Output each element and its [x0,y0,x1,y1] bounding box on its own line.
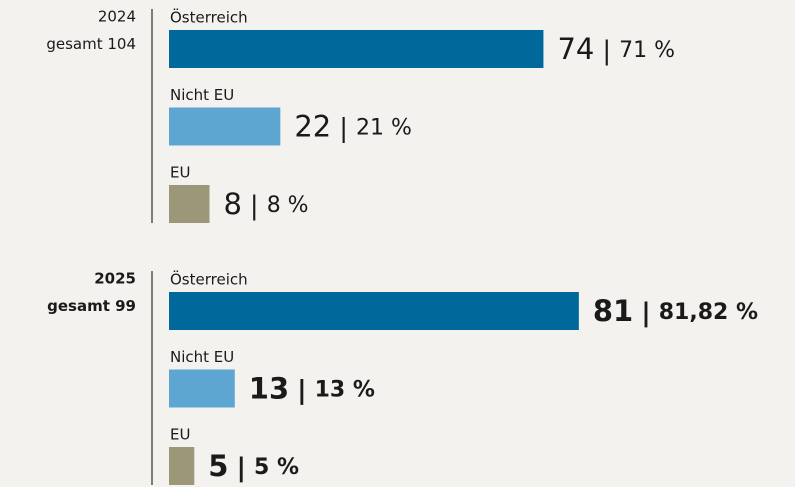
category-label: Österreich [170,8,248,27]
category-label: Nicht EU [170,348,234,366]
percent-label: 8 % [267,193,309,218]
value-label: 22 | 21 % [294,110,412,144]
bar [169,30,544,68]
value-number: 13 [249,372,289,406]
group-year: 2025 [94,270,136,288]
group-total: gesamt 104 [46,35,136,53]
separator: | [339,113,348,143]
category-label: EU [170,426,190,444]
total-text: gesamt [46,35,102,53]
group-total: gesamt 99 [47,297,136,315]
value-label: 74 | 71 % [557,32,675,66]
percent-label: 81,82 % [659,300,758,325]
value-number: 22 [294,110,331,144]
category-label: EU [170,164,190,182]
category-label: Österreich [170,270,248,289]
value-label: 5 | 5 % [208,449,299,483]
bar [169,447,195,485]
value-number: 74 [557,32,594,66]
value-number: 81 [593,294,633,328]
separator: | [297,375,307,405]
category-label: Nicht EU [170,86,234,104]
value-label: 13 | 13 % [249,372,375,406]
percent-label: 21 % [356,116,412,141]
separator: | [250,191,259,221]
percent-label: 5 % [254,455,299,480]
separator: | [641,298,651,328]
total-value: 104 [107,35,136,53]
bar [169,292,579,330]
percent-label: 71 % [619,38,675,63]
bar [169,369,235,408]
value-label: 81 | 81,82 % [593,294,758,328]
value-number: 8 [223,187,241,221]
total-text: gesamt [47,297,110,315]
bar [169,185,210,223]
total-value: 99 [115,297,136,315]
bar [169,107,281,146]
value-number: 5 [208,449,228,483]
value-label: 8 | 8 % [223,187,308,221]
separator: | [602,36,611,66]
group-year: 2024 [98,8,136,26]
percent-label: 13 % [315,378,375,403]
separator: | [236,453,246,483]
